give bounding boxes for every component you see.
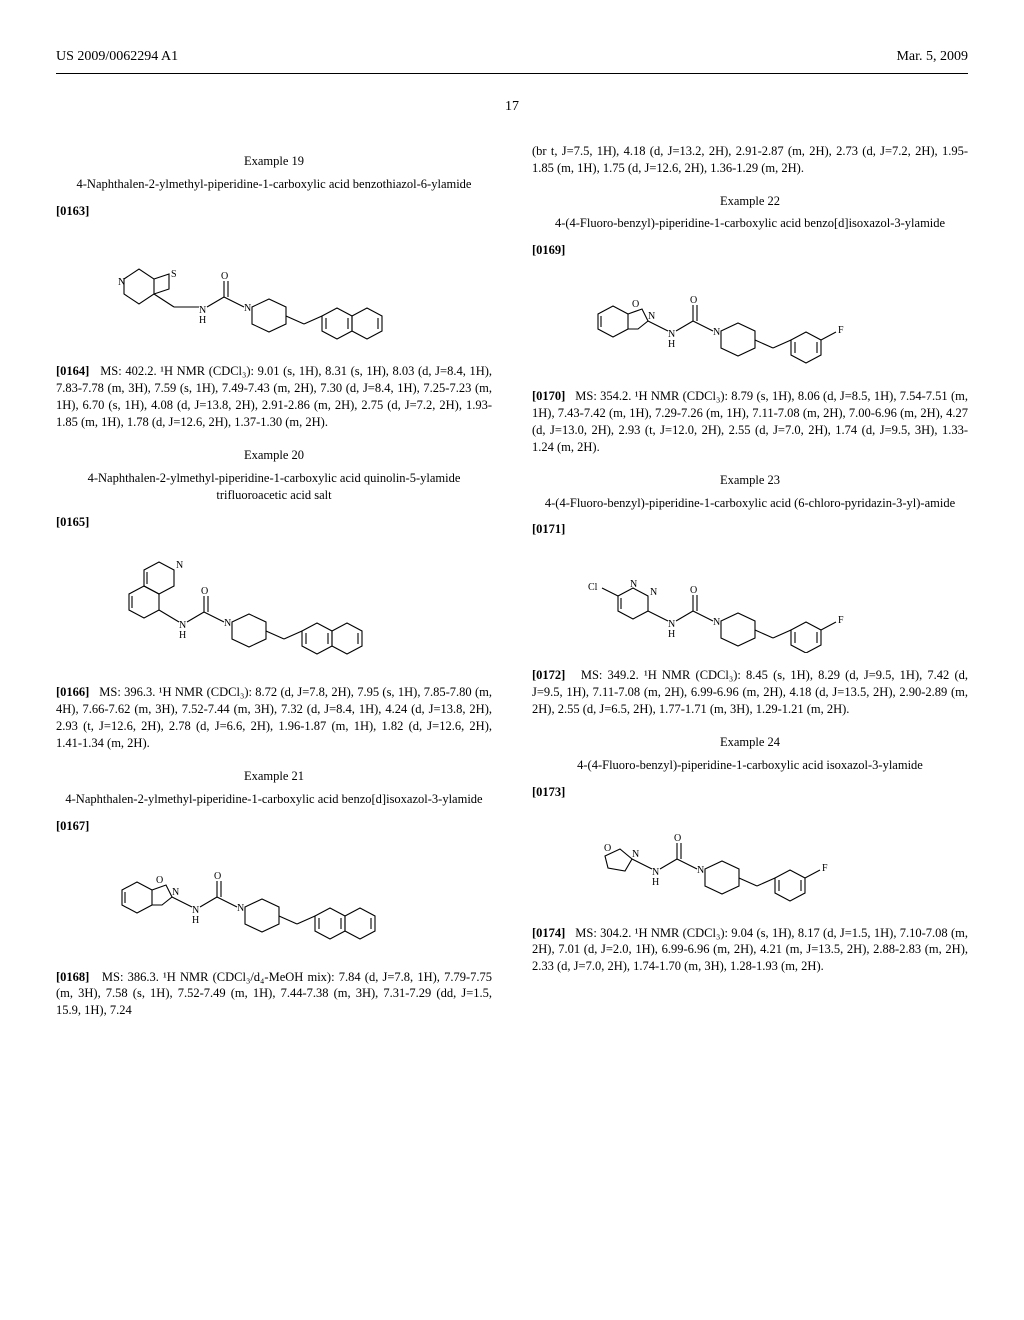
svg-text:O: O [690,585,697,596]
para-num: [0169] [532,243,565,257]
page-number: 17 [56,98,968,117]
nmr-data: [0164] MS: 402.2. ¹H NMR (CDCl₃): 9.01 (… [56,363,492,431]
left-column: Example 19 4-Naphthalen-2-ylmethyl-piper… [56,137,492,1025]
structure-ex23: Cl N N N H O N F [532,548,968,653]
svg-text:H: H [179,630,186,641]
compound-name: 4-(4-Fluoro-benzyl)-piperidine-1-carboxy… [532,757,968,774]
compound-name: 4-Naphthalen-2-ylmethyl-piperidine-1-car… [56,791,492,808]
svg-text:N: N [244,303,251,314]
svg-text:N: N [650,587,657,598]
example-heading: Example 21 [56,768,492,785]
nmr-data: [0168] MS: 386.3. ¹H NMR (CDCl₃/d₄-MeOH … [56,969,492,1020]
svg-text:N: N [713,617,720,628]
compound-name: 4-Naphthalen-2-ylmethyl-piperidine-1-car… [56,176,492,193]
structure-ex24: O N N H O N F [532,811,968,911]
nmr-data: [0166] MS: 396.3. ¹H NMR (CDCl₃): 8.72 (… [56,684,492,752]
publication-date: Mar. 5, 2009 [896,48,968,67]
svg-text:N: N [176,560,183,571]
para-num: [0167] [56,819,89,833]
svg-text:H: H [668,629,675,640]
compound-name: 4-(4-Fluoro-benzyl)-piperidine-1-carboxy… [532,495,968,512]
svg-text:N: N [632,849,639,860]
para-num: [0173] [532,785,565,799]
structure-ex21: O N N H O N [56,845,492,955]
para-num: [0163] [56,204,89,218]
structure-ex22: O N N H O N F [532,269,968,374]
svg-text:O: O [214,871,221,882]
example-heading: Example 19 [56,153,492,170]
para-num: [0165] [56,515,89,529]
right-column: (br t, J=7.5, 1H), 4.18 (d, J=13.2, 2H),… [532,137,968,1025]
svg-text:O: O [156,875,163,886]
svg-text:N: N [224,618,231,629]
continuation-text: (br t, J=7.5, 1H), 4.18 (d, J=13.2, 2H),… [532,143,968,177]
example-heading: Example 20 [56,447,492,464]
svg-text:N: N [237,903,244,914]
compound-name: 4-(4-Fluoro-benzyl)-piperidine-1-carboxy… [532,215,968,232]
svg-text:N: N [118,277,125,288]
svg-text:N: N [648,311,655,322]
svg-text:H: H [192,915,199,926]
svg-text:N: N [172,887,179,898]
para-num: [0171] [532,522,565,536]
structure-ex19: S N N H O N [56,229,492,349]
svg-text:O: O [690,295,697,306]
compound-name: 4-Naphthalen-2-ylmethyl-piperidine-1-car… [56,470,492,504]
svg-text:F: F [822,863,828,874]
svg-text:H: H [652,877,659,888]
svg-text:H: H [668,339,675,350]
svg-text:O: O [201,586,208,597]
svg-text:O: O [604,843,611,854]
example-heading: Example 22 [532,193,968,210]
svg-text:O: O [632,299,639,310]
svg-text:H: H [199,315,206,326]
structure-ex20: N N H O N [56,540,492,670]
nmr-data: [0170] MS: 354.2. ¹H NMR (CDCl₃): 8.79 (… [532,388,968,456]
example-heading: Example 24 [532,734,968,751]
nmr-data: [0172] MS: 349.2. ¹H NMR (CDCl₃): 8.45 (… [532,667,968,718]
svg-text:O: O [221,271,228,282]
svg-text:Cl: Cl [588,582,598,593]
svg-text:F: F [838,325,844,336]
publication-number: US 2009/0062294 A1 [56,48,178,67]
svg-text:F: F [838,615,844,626]
svg-text:O: O [674,833,681,844]
svg-text:N: N [713,327,720,338]
svg-text:N: N [697,865,704,876]
header-rule [56,73,968,74]
example-heading: Example 23 [532,472,968,489]
nmr-data: [0174] MS: 304.2. ¹H NMR (CDCl₃): 9.04 (… [532,925,968,976]
svg-text:S: S [171,269,177,280]
svg-text:N: N [630,579,637,590]
